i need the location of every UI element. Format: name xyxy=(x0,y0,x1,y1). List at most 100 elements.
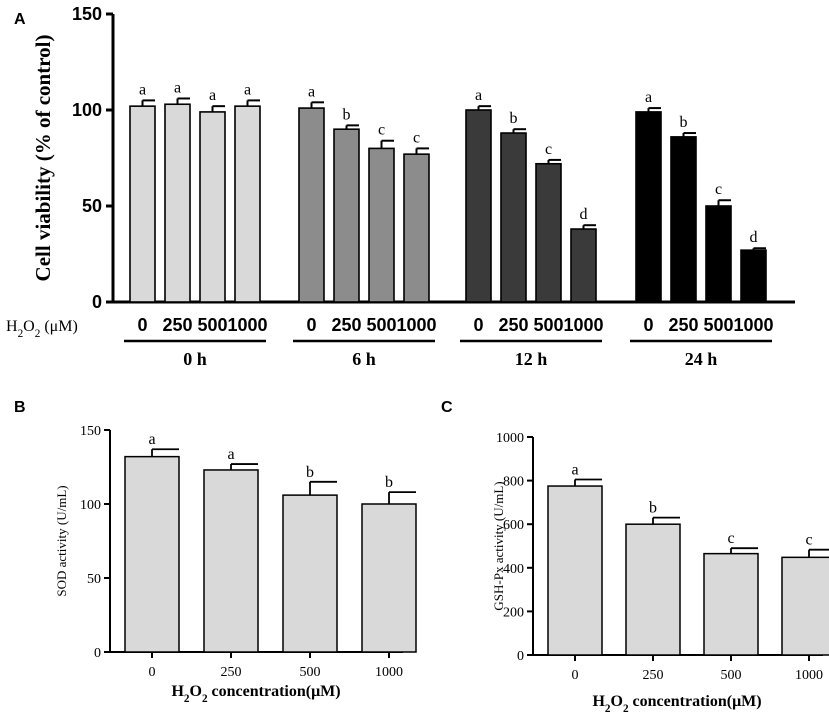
panel-a-bar xyxy=(164,103,191,303)
panel-a-significance-letter: a xyxy=(645,89,652,106)
panel-a-x-prefix-label: H2O2 (μM) xyxy=(6,318,78,340)
panel-a-x-tick-label: 1000 xyxy=(396,315,436,335)
panel-a-bar xyxy=(705,205,732,303)
panel-b-significance-letter: b xyxy=(306,464,314,481)
panel-b-x-axis-label: H2O2 concentration(μM) xyxy=(171,683,340,705)
panel-a-bar xyxy=(234,105,261,303)
panel-b-bar xyxy=(282,494,338,653)
panel-label-c: C xyxy=(441,399,453,416)
panel-c-bar xyxy=(625,523,681,656)
panel-a-significance-letter: d xyxy=(750,229,758,246)
panel-a-significance-letter: a xyxy=(174,79,181,96)
panel-b-x-tick-label: 500 xyxy=(300,665,321,680)
panel-a-significance-letter: c xyxy=(378,122,385,139)
panel-label-a: A xyxy=(14,11,26,28)
panel-a-bar xyxy=(298,107,325,303)
panel-a-y-axis-label: Cell viability (% of control) xyxy=(31,35,55,282)
panel-a-significance-letter: c xyxy=(715,181,722,198)
panel-a-x-tick-label: 250 xyxy=(498,315,528,335)
panel-c-y-tick-label: 600 xyxy=(503,518,524,533)
panel-a-bar xyxy=(570,228,597,303)
panel-b-y-tick-label: 150 xyxy=(80,424,101,439)
panel-b-x-tick-label: 0 xyxy=(149,665,156,680)
panel-a-x-tick-label: 500 xyxy=(197,315,227,335)
panel-a-x-tick-label: 0 xyxy=(473,315,483,335)
panel-c-x-tick-label: 1000 xyxy=(795,668,823,683)
panel-a-significance-letter: b xyxy=(343,106,351,123)
panel-a-y-tick-label: 0 xyxy=(92,292,102,312)
panel-a-significance-letter: a xyxy=(475,87,482,104)
panel-b-significance-letter: a xyxy=(148,431,155,448)
panel-label-b: B xyxy=(14,399,26,416)
panel-a-bar xyxy=(403,153,430,303)
panel-a-y-tick-label: 100 xyxy=(72,100,102,120)
panel-a-bar xyxy=(635,111,662,303)
panel-a-x-tick-label: 0 xyxy=(137,315,147,335)
panel-c-x-axis-label: H2O2 concentration(μM) xyxy=(592,693,761,714)
panel-a-significance-letter: a xyxy=(209,87,216,104)
panel-c-y-tick-label: 200 xyxy=(503,605,524,620)
panel-c-significance-letter: a xyxy=(571,462,578,479)
panel-a-bar xyxy=(333,128,360,303)
panel-b-bar xyxy=(361,503,417,653)
panel-a-x-tick-label: 1000 xyxy=(563,315,603,335)
panel-a-significance-letter: a xyxy=(308,83,315,100)
panel-c-x-tick-label: 250 xyxy=(643,668,664,683)
panel-c-y-tick-label: 800 xyxy=(503,475,524,490)
panel-a-bar xyxy=(740,249,767,303)
panel-c-bar xyxy=(703,552,759,656)
panel-a-x-tick-label: 500 xyxy=(703,315,733,335)
panel-a-significance-letter: c xyxy=(413,129,420,146)
panel-a-bar xyxy=(670,136,697,303)
panel-c-y-tick-label: 1000 xyxy=(496,431,524,446)
panel-a-bar xyxy=(199,111,226,303)
panel-b-bar xyxy=(124,455,180,653)
panel-a-x-tick-label: 1000 xyxy=(733,315,773,335)
panel-a-group-label: 12 h xyxy=(515,349,548,369)
panel-a-x-tick-label: 1000 xyxy=(227,315,267,335)
panel-a-x-tick-label: 0 xyxy=(643,315,653,335)
panel-a-significance-letter: a xyxy=(244,81,251,98)
panel-a-group-label: 24 h xyxy=(685,349,718,369)
panel-a-x-tick-label: 250 xyxy=(162,315,192,335)
panel-a-bar xyxy=(129,105,156,303)
panel-a-significance-letter: b xyxy=(680,114,688,131)
panel-c-y-tick-label: 0 xyxy=(517,649,524,664)
panel-a-group-label: 0 h xyxy=(183,349,207,369)
panel-b-y-tick-label: 100 xyxy=(80,498,101,513)
panel-a-significance-letter: a xyxy=(139,81,146,98)
panel-c-x-tick-label: 0 xyxy=(572,668,579,683)
panel-c-significance-letter: c xyxy=(727,530,734,547)
panel-b-y-tick-label: 50 xyxy=(87,572,101,587)
panel-b-x-tick-label: 1000 xyxy=(375,665,403,680)
panel-b-y-axis-label: SOD activity (U/mL) xyxy=(54,485,69,596)
panel-c-x-tick-label: 500 xyxy=(721,668,742,683)
panel-a-x-tick-label: 250 xyxy=(668,315,698,335)
panel-b-y-tick-label: 0 xyxy=(94,646,101,661)
panel-a-bar xyxy=(500,132,527,303)
panel-a-bar xyxy=(368,147,395,303)
panel-a-bar xyxy=(535,162,562,303)
panel-a-x-tick-label: 0 xyxy=(306,315,316,335)
panel-a-y-tick-label: 150 xyxy=(72,4,102,24)
panel-c-y-tick-label: 400 xyxy=(503,562,524,577)
panel-a-significance-letter: d xyxy=(580,206,588,223)
panel-a-x-tick-label: 250 xyxy=(331,315,361,335)
panel-b-x-tick-label: 250 xyxy=(221,665,242,680)
panel-a-x-tick-label: 500 xyxy=(366,315,396,335)
panel-a-significance-letter: c xyxy=(545,141,552,158)
panel-a-bar xyxy=(465,109,492,303)
panel-c-bar xyxy=(781,556,829,656)
panel-c-significance-letter: b xyxy=(649,500,657,517)
panel-a-significance-letter: b xyxy=(510,110,518,127)
panel-b-bar xyxy=(203,469,259,653)
panel-c-y-axis-label: GSH-Px activity (U/mL) xyxy=(491,481,506,610)
panel-a-x-tick-label: 500 xyxy=(533,315,563,335)
panel-a-y-tick-label: 50 xyxy=(82,196,102,216)
panel-c-bar xyxy=(547,485,603,656)
panel-a-group-label: 6 h xyxy=(352,349,376,369)
panel-c-significance-letter: c xyxy=(805,532,812,549)
panel-b-significance-letter: a xyxy=(227,446,234,463)
